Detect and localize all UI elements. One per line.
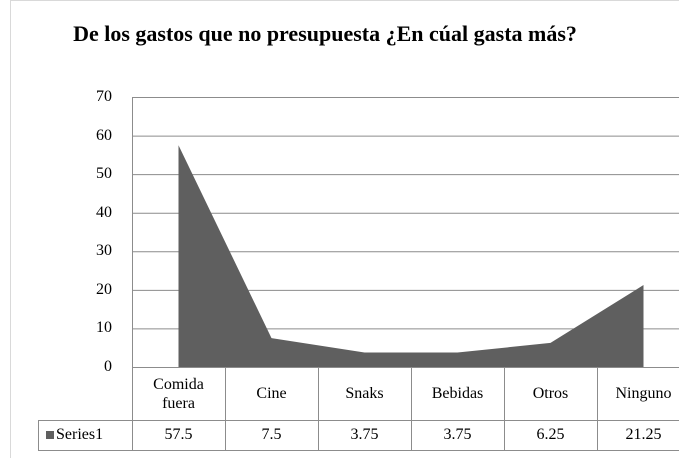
x-tick-label: Ninguno: [615, 385, 672, 402]
x-tick-label: Bebidas: [431, 385, 484, 402]
area: [178, 145, 644, 367]
x-tick-label: Snaks: [345, 385, 384, 402]
data-table-value: 6.25: [536, 426, 565, 443]
x-tick-label: Comida fuera: [153, 375, 204, 412]
legend-swatch: [46, 431, 54, 439]
data-table-value: 3.75: [350, 426, 379, 443]
y-tick-label: 40: [96, 203, 112, 221]
y-tick-label: 50: [96, 165, 112, 183]
y-tick-label: 0: [104, 358, 112, 375]
chart-title: De los gastos que no presupuesta ¿En cúa…: [73, 21, 577, 46]
y-tick-label: 10: [96, 319, 112, 337]
y-tick-label: 20: [96, 280, 112, 298]
y-tick-label: 30: [96, 242, 112, 260]
y-tick-label: 70: [96, 88, 112, 105]
data-table-value: 7.5: [261, 426, 282, 443]
data-table-value: 21.25: [625, 426, 662, 443]
x-tick-label: Otros: [532, 385, 569, 402]
x-tick-label: Cine: [256, 385, 287, 402]
data-table-value: 57.5: [164, 426, 193, 443]
data-table-value: 3.75: [443, 426, 472, 443]
legend-label: Series1: [56, 426, 104, 443]
y-tick-label: 60: [96, 126, 112, 144]
chart-border: [10, 0, 679, 458]
